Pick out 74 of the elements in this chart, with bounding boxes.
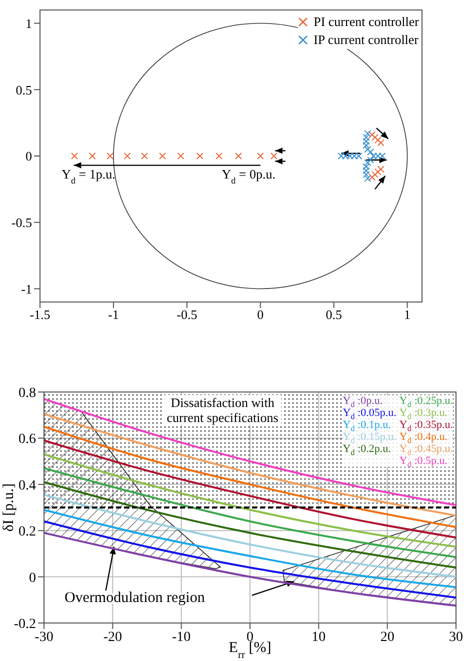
x-tick-label: 20: [380, 630, 394, 645]
y-tick-label: 1: [26, 16, 32, 31]
point: [124, 152, 131, 160]
point: [346, 152, 354, 160]
annotation: Overmodulation region: [64, 590, 206, 606]
line-series: [44, 494, 456, 578]
point: [71, 152, 78, 160]
point: [234, 152, 242, 160]
text: Y$_{d}$ :0.1p.u.: [342, 419, 391, 434]
y-tick-label: 0.5: [16, 82, 32, 98]
x-tick-label: 0: [257, 307, 264, 322]
x-tick-label: -30: [34, 630, 54, 645]
x-tick-label: -1.5: [30, 307, 50, 322]
y-tick-label: 0.4: [18, 478, 36, 494]
y-tick-label: 0: [26, 148, 32, 164]
point: [140, 152, 148, 160]
point: [338, 152, 345, 160]
point: [378, 152, 386, 160]
point: [374, 152, 382, 160]
annotation: Y$_{d}$ = 0p.u.: [222, 166, 276, 186]
point: [355, 152, 362, 160]
y-tick-label: 0.6: [18, 432, 36, 448]
point: [368, 174, 376, 181]
legend-label: PI current controller: [314, 13, 419, 31]
x-tick-label: -0.5: [176, 307, 198, 322]
point: [342, 152, 350, 160]
point: [106, 152, 114, 160]
text: Y$_{d}$ :0.05p.u.: [342, 407, 396, 422]
point: [377, 139, 384, 146]
legend-label: IP current controller: [314, 31, 419, 49]
text: Y$_{d}$ :0.35p.u.: [399, 419, 453, 434]
point: [371, 171, 378, 178]
point: [177, 152, 184, 160]
point: [371, 134, 378, 141]
point: [270, 152, 278, 160]
point: [159, 152, 166, 160]
text: Y$_{d}$ :0.45p.u.: [399, 443, 453, 458]
point: [374, 168, 382, 176]
x-tick-label: 1: [404, 307, 411, 322]
x-tick-label: -10: [172, 630, 191, 645]
y-tick-label: -1: [21, 281, 32, 296]
y-tick-label: 0.2: [18, 524, 36, 540]
annotation: Y$_{d}$ = 1p.u.: [62, 166, 116, 186]
x-tick-label: -20: [103, 630, 122, 645]
x-axis-title: E$_{rr}$ [%]: [228, 640, 272, 660]
x-tick-label: 0.5: [326, 307, 342, 322]
text: Y$_{d}$ :0p.u.: [342, 395, 383, 410]
point: [368, 131, 376, 138]
text: Y$_{d}$ :0.15p.u.: [342, 431, 396, 446]
text: Y$_{d}$ :0.25p.u.: [399, 395, 453, 410]
point: [196, 152, 204, 160]
x-tick-label: 10: [312, 630, 326, 645]
point: [350, 152, 358, 160]
point: [216, 152, 223, 160]
x-tick-label: 30: [449, 630, 463, 645]
point: [88, 152, 96, 160]
y-tick-label: -0.2: [14, 616, 36, 632]
band-label: Dissatisfaction with current specifications: [166, 395, 278, 425]
line-series: [44, 532, 456, 607]
text: Y$_{d}$ :0.4p.u.: [399, 431, 448, 446]
point: [370, 152, 378, 160]
point: [377, 166, 384, 173]
x-tick-label: -1: [108, 307, 119, 322]
line-series: [44, 467, 456, 558]
text: Y$_{d}$ :0.5p.u.: [399, 455, 448, 470]
text: Y$_{d}$ :0.3p.u.: [399, 407, 448, 422]
text: Y$_{d}$ :0.2p.u.: [342, 443, 392, 458]
y-tick-label: 0.8: [18, 386, 36, 401]
line-series: [44, 508, 456, 588]
y-tick-label: -0.5: [11, 214, 32, 230]
point: [374, 136, 382, 144]
y-axis-title: δI [p.u.]: [1, 483, 17, 532]
y-tick-label: 0: [29, 570, 36, 586]
line-series: [44, 481, 456, 569]
